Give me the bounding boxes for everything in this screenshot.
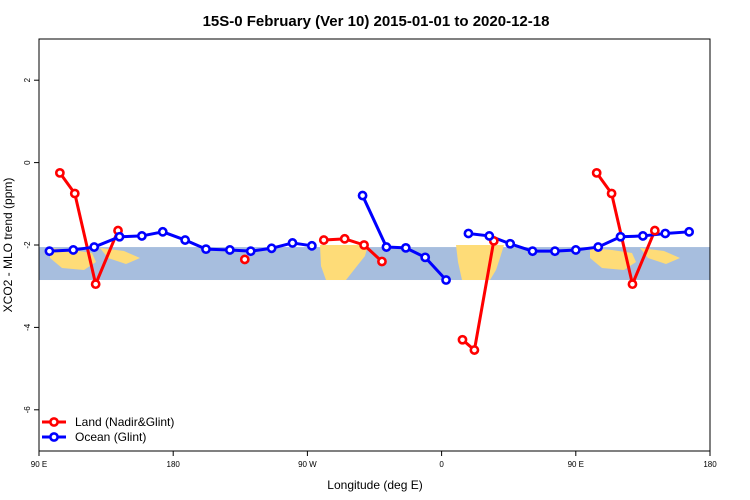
legend-ocean-marker — [49, 432, 59, 442]
series-layer — [44, 167, 695, 355]
land-series-line — [323, 237, 383, 263]
land-data-point — [457, 334, 468, 345]
land-data-point — [90, 279, 101, 290]
land-shape-australia — [50, 248, 96, 270]
chart-title: 15S-0 February (Ver 10) 2015-01-01 to 20… — [203, 13, 550, 30]
y-tick-label: -2 — [23, 241, 32, 249]
ocean-data-point — [441, 275, 451, 285]
ocean-data-point — [505, 238, 516, 249]
ocean-data-point — [527, 246, 538, 257]
ocean-data-point — [266, 243, 277, 254]
ocean-data-point — [420, 252, 431, 263]
ocean-data-point — [638, 231, 648, 241]
ocean-data-point — [136, 231, 147, 241]
ocean-data-point — [684, 226, 695, 237]
ocean-data-point — [224, 245, 235, 255]
legend-land-label: Land (Nadir&Glint) — [75, 415, 174, 429]
land-data-point — [591, 167, 602, 178]
ocean-data-point — [550, 246, 560, 257]
map-band — [39, 245, 710, 281]
y-tick-label: -6 — [23, 406, 32, 414]
ocean-data-point — [68, 245, 79, 255]
ocean-data-point — [484, 231, 495, 241]
y-axis: 2 0 -2 -4 -6 — [23, 77, 39, 413]
land-data-point — [606, 188, 617, 199]
ocean-data-point — [44, 246, 55, 257]
ocean-data-point — [180, 235, 191, 245]
y-tick-label: -4 — [23, 323, 32, 331]
ocean-data-point — [400, 242, 411, 253]
ocean-data-point — [463, 228, 474, 239]
land-shape-islands-repeat — [640, 248, 680, 264]
land-data-point — [627, 279, 638, 290]
y-tick-label: 0 — [23, 160, 32, 165]
land-data-point — [377, 256, 387, 267]
land-series-line — [58, 172, 120, 286]
land-data-point — [359, 240, 369, 250]
land-data-point — [69, 188, 80, 199]
land-data-point — [54, 167, 65, 178]
ocean-data-point — [201, 244, 211, 255]
ocean-data-point — [357, 190, 368, 201]
plot-frame — [38, 38, 711, 452]
x-axis-label: Longitude (deg E) — [327, 478, 422, 492]
ocean-data-point — [287, 238, 298, 248]
x-tick-label: 180 — [167, 460, 181, 469]
legend: Land (Nadir&Glint)Ocean (Glint) — [42, 415, 174, 444]
ocean-data-point — [306, 240, 317, 251]
land-shape-south-america — [320, 245, 368, 280]
legend-ocean-label: Ocean (Glint) — [75, 430, 146, 444]
x-tick-label: 90 E — [568, 460, 584, 469]
x-tick-label: 180 — [703, 460, 717, 469]
land-data-point — [649, 225, 660, 236]
ocean-data-point — [570, 245, 581, 255]
land-data-point — [318, 235, 329, 245]
x-tick-label: 90 W — [298, 460, 317, 469]
ocean-data-point — [157, 226, 168, 237]
x-tick-label: 0 — [439, 460, 444, 469]
y-axis-label: XCO2 - MLO trend (ppm) — [1, 178, 15, 313]
ocean-data-point — [660, 228, 671, 239]
legend-land-marker — [49, 417, 59, 427]
ocean-data-point — [245, 246, 256, 257]
x-axis: 90 E 180 90 W 0 90 E 180 — [31, 451, 717, 469]
land-data-point — [469, 345, 480, 355]
ocean-data-point — [381, 242, 392, 252]
ocean-data-point — [615, 231, 626, 242]
land-data-point — [339, 233, 350, 244]
y-tick-label: 2 — [23, 77, 32, 82]
ocean-data-point — [89, 242, 100, 252]
ocean-data-point — [593, 242, 604, 252]
land-data-point — [239, 254, 250, 265]
ocean-data-point — [114, 231, 125, 242]
x-tick-label: 90 E — [31, 460, 47, 469]
